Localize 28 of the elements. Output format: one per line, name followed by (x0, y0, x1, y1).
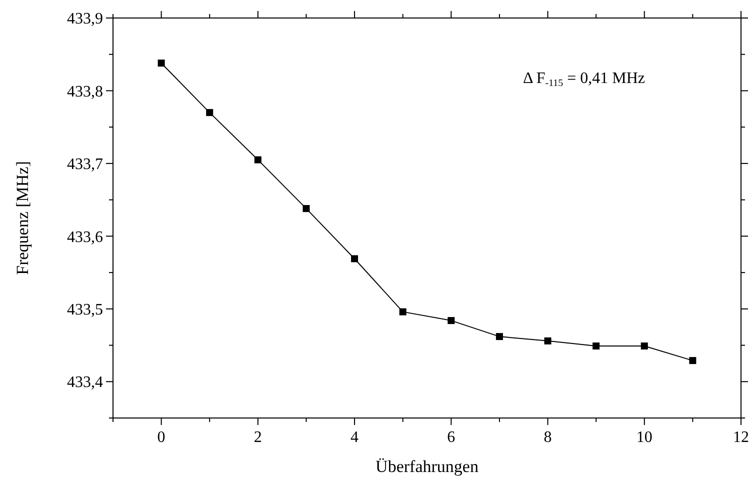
y-tick-label: 433,5 (67, 302, 103, 319)
x-tick-label: 4 (350, 429, 359, 446)
point (544, 337, 552, 344)
y-tick-label: 433,6 (67, 228, 103, 246)
y-tick-label: 433,7 (67, 156, 103, 174)
y-tick-label: 433,9 (67, 10, 103, 28)
x-tick-label: 2 (254, 429, 262, 446)
y-axis-title: Frequenz [MHz] (13, 161, 32, 275)
point (640, 342, 648, 350)
point (158, 60, 165, 67)
y-tick-label: 433,8 (67, 83, 103, 100)
x-tick-label: 6 (447, 429, 456, 446)
point (496, 333, 503, 340)
x-tick-label: 10 (636, 429, 652, 446)
point (689, 357, 696, 364)
point (351, 255, 358, 262)
x-axis-title: Überfahrungen (376, 457, 479, 476)
point (302, 205, 310, 212)
point (399, 308, 406, 316)
x-tick-label: 12 (733, 429, 749, 446)
point (592, 342, 600, 350)
x-tick-label: 8 (544, 429, 552, 446)
point (254, 156, 262, 164)
point (448, 317, 455, 324)
annotation: Δ F$_{-115}$ = 0,41 MHz (522, 70, 645, 88)
y-tick-label: 433,4 (67, 374, 103, 392)
x-tick-label: 0 (157, 429, 166, 446)
point (206, 109, 214, 116)
